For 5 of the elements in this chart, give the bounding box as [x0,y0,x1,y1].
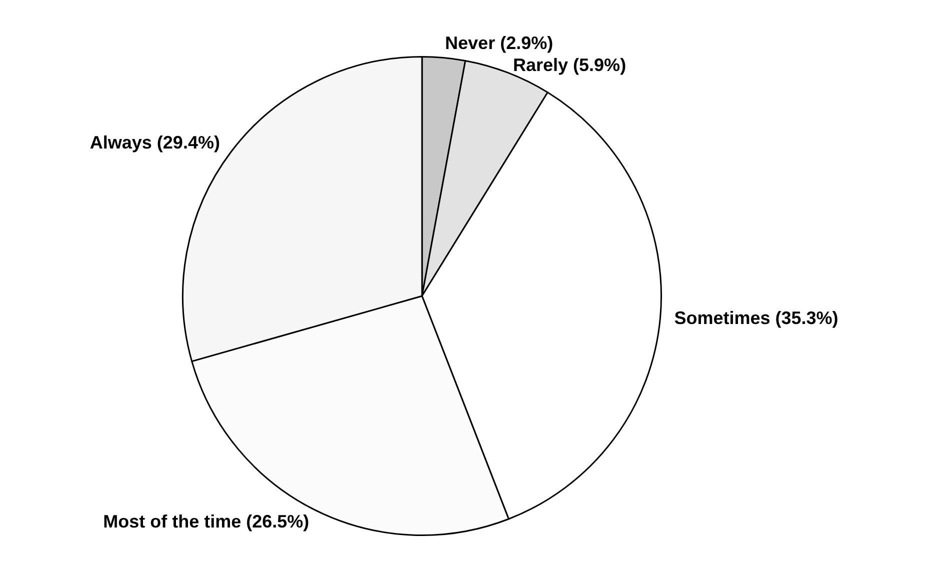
slice-label: Most of the time (26.5%) [103,512,310,532]
slice-label: Rarely (5.9%) [513,54,626,75]
slice-label: Always (29.4%) [90,132,220,152]
slice-label: Sometimes (35.3%) [674,308,838,328]
slice-label: Never (2.9%) [445,32,554,53]
